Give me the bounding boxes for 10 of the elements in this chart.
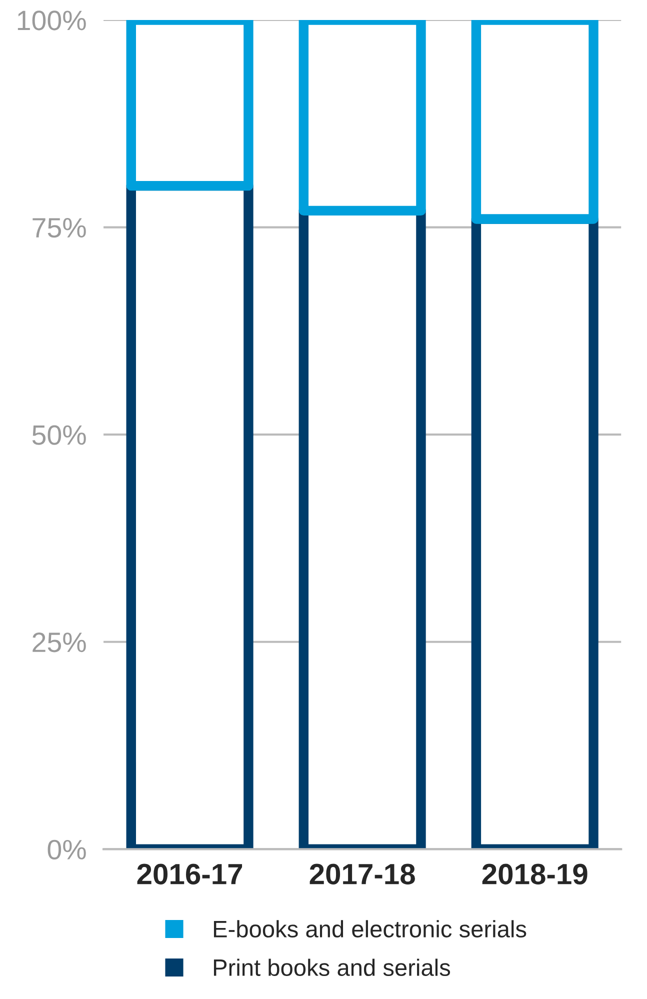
x-tick-label: 2018-19 xyxy=(482,864,588,884)
x-tick-label: 2017-18 xyxy=(310,864,415,884)
x-tick-label: 2016-17 xyxy=(137,864,242,884)
y-tick-label: 50% xyxy=(32,425,86,445)
legend-label: E-books and electronic serials xyxy=(214,920,526,938)
y-tick-label: 0% xyxy=(48,840,86,860)
y-tick-label: 75% xyxy=(32,218,86,238)
y-tick-label: 25% xyxy=(32,632,86,652)
legend-label: Print books and serials xyxy=(214,958,450,976)
y-tick-label: 100% xyxy=(18,10,86,30)
